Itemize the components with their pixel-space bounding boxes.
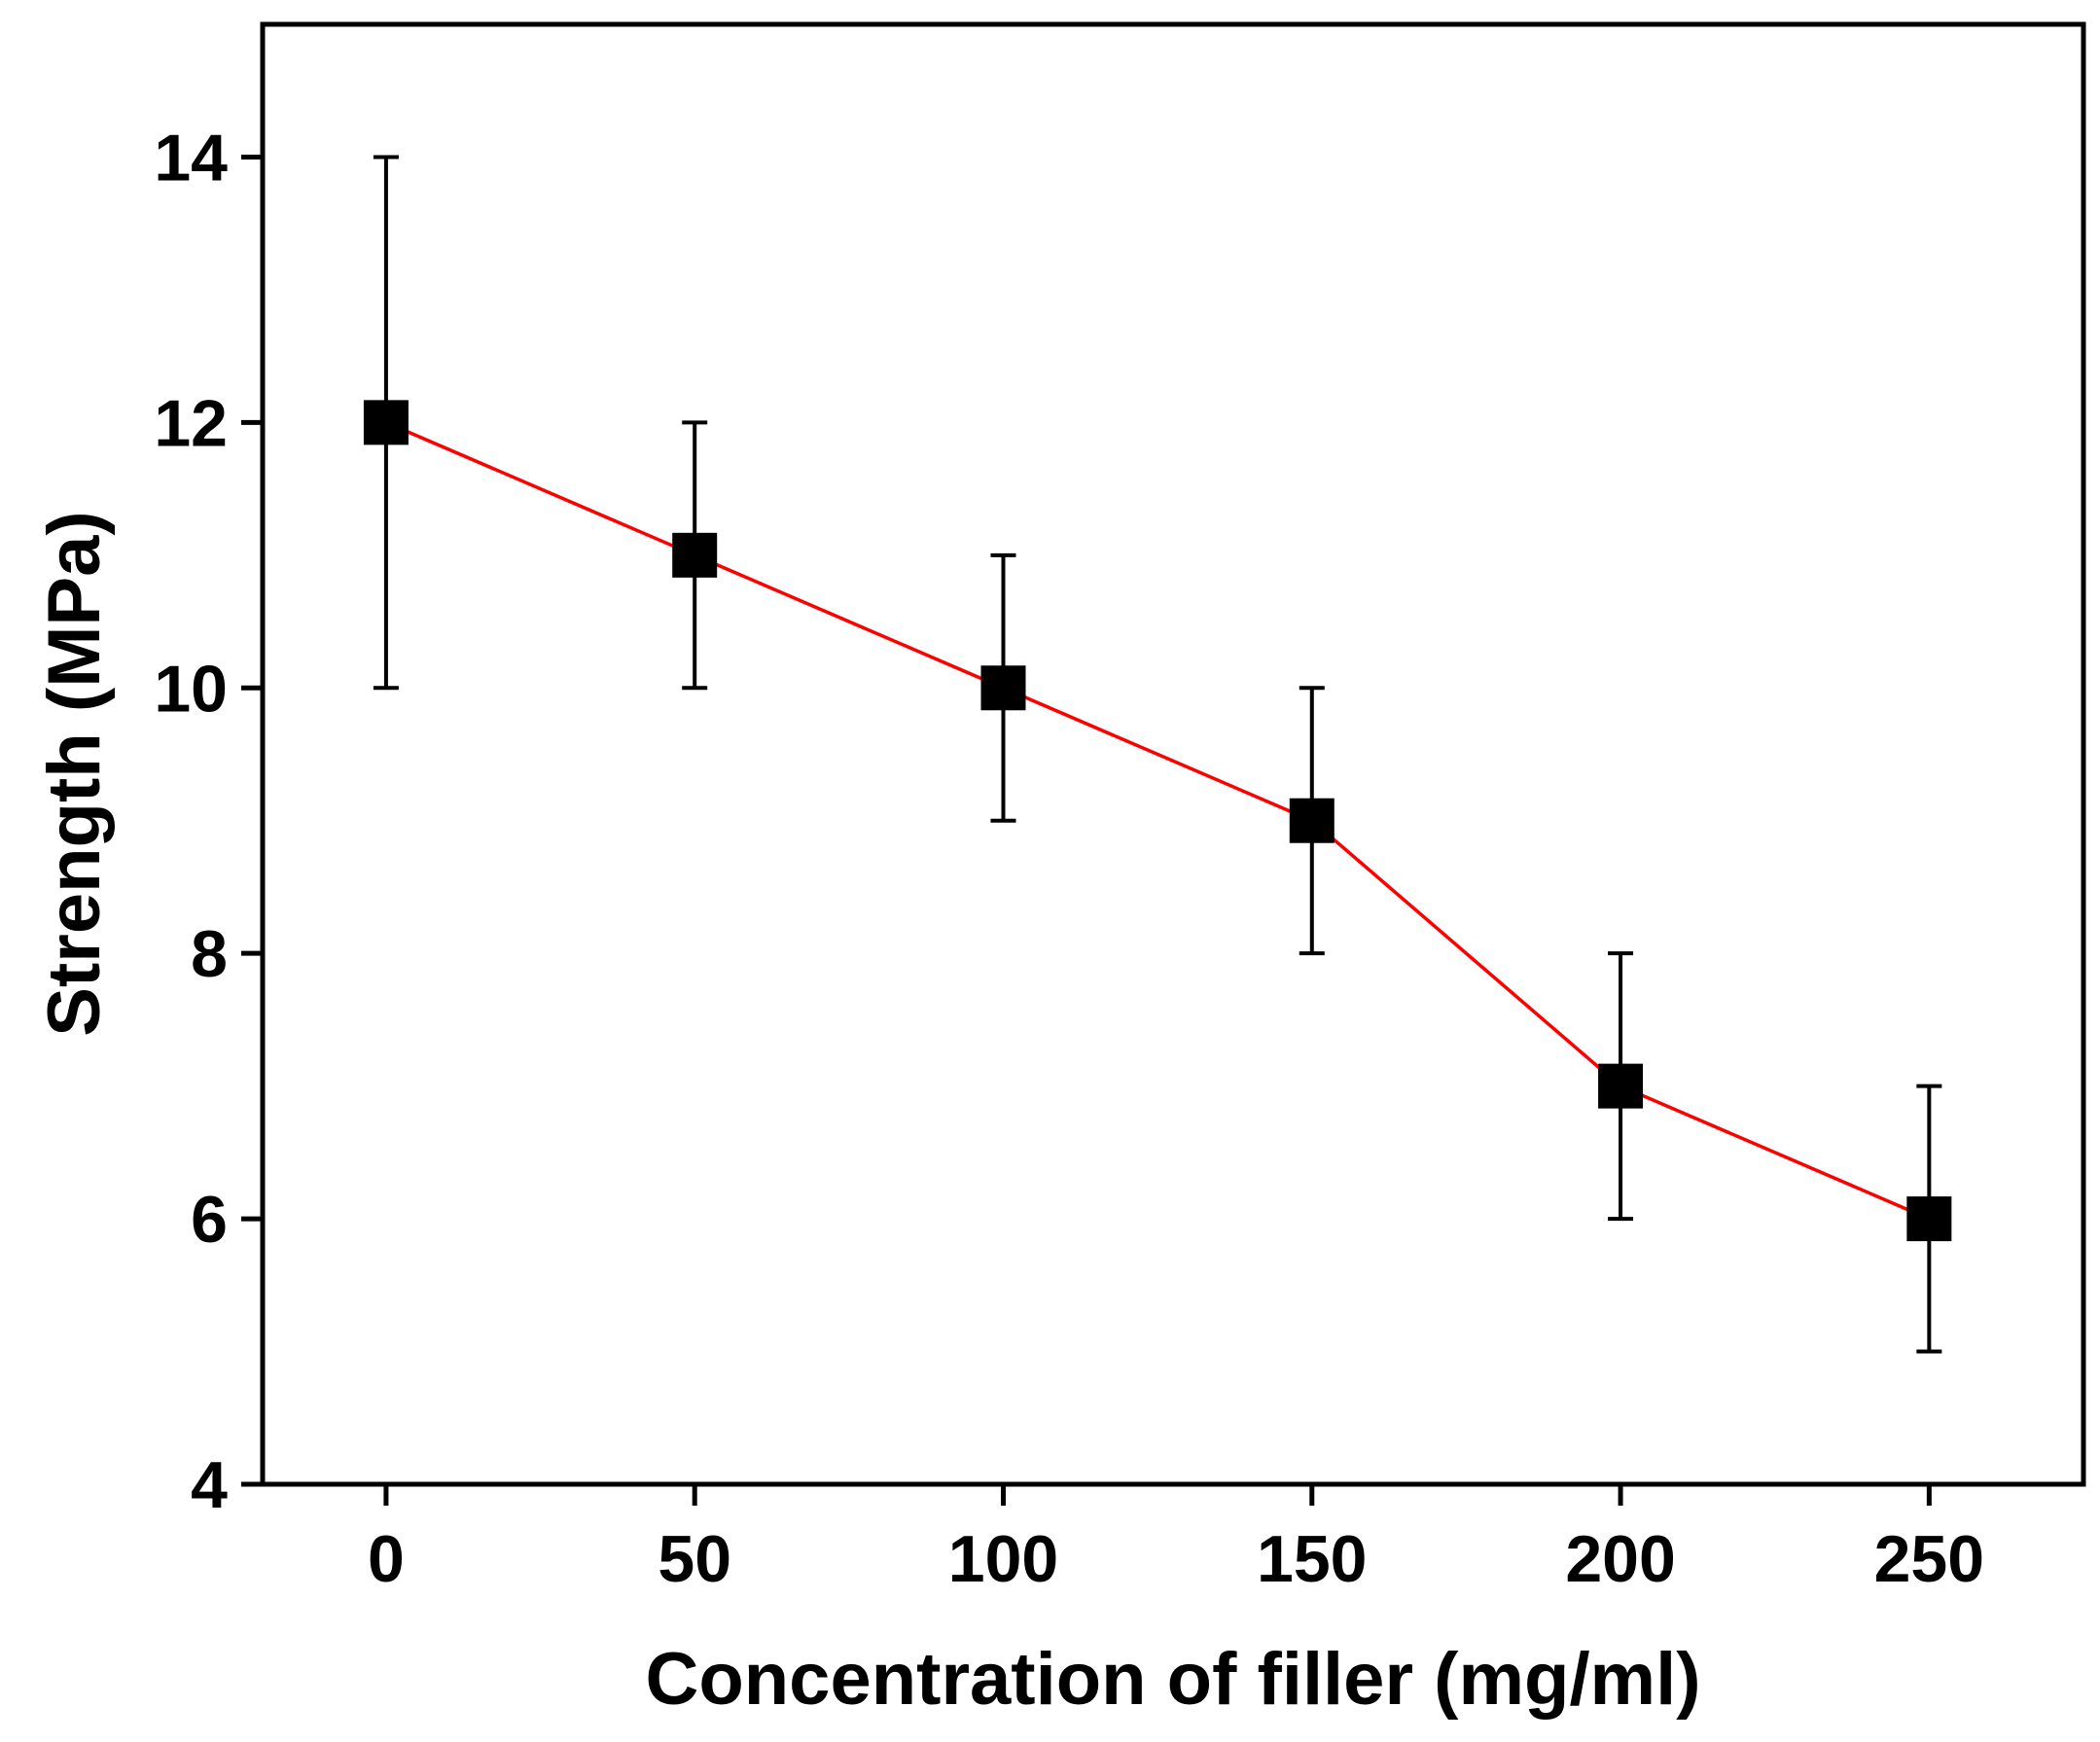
data-point-marker (1598, 1063, 1644, 1109)
y-axis-title: Strength (MPa) (33, 511, 116, 1036)
x-tick-label: 150 (1257, 1522, 1367, 1596)
series-line (385, 420, 1931, 1221)
y-axis-ticks: 4 6 8 10 12 14 (154, 121, 263, 1522)
x-tick-label: 200 (1565, 1522, 1675, 1596)
x-axis-ticks: 0 50 100 150 200 250 (368, 1484, 1984, 1596)
y-tick-label: 4 (191, 1448, 228, 1522)
data-point-marker (363, 400, 409, 445)
y-tick-label: 6 (191, 1183, 228, 1257)
x-tick-label: 250 (1874, 1522, 1984, 1596)
y-tick-label: 10 (154, 652, 228, 726)
series-layer (363, 155, 1952, 1354)
data-point-marker (1906, 1196, 1952, 1242)
x-tick-label: 0 (368, 1522, 405, 1596)
x-axis-title: Concentration of filler (mg/ml) (645, 1638, 1700, 1721)
plot-frame (260, 21, 2086, 1487)
data-point-marker (980, 665, 1026, 711)
y-tick-label: 12 (154, 386, 228, 460)
data-point-marker (672, 532, 718, 578)
y-tick-label: 14 (154, 121, 228, 195)
y-tick-label: 8 (191, 917, 228, 991)
x-tick-label: 100 (948, 1522, 1058, 1596)
x-tick-label: 50 (658, 1522, 731, 1596)
data-point-marker (1289, 798, 1335, 843)
